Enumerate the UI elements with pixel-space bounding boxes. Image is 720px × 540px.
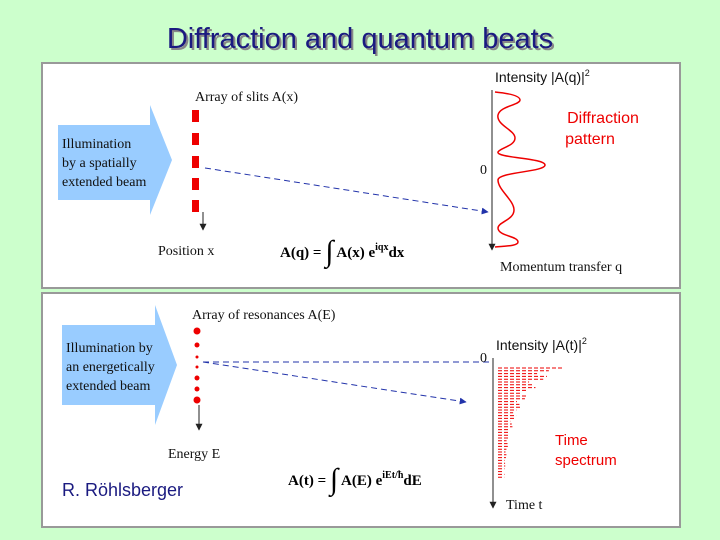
illumination-text: extended beam xyxy=(66,379,150,394)
title-shadow: Diffraction and quantum beats xyxy=(169,25,555,57)
formula-part: A(E) e xyxy=(341,473,383,489)
position-label: Position x xyxy=(158,244,214,259)
formula-box xyxy=(283,455,463,505)
intensity-text: Intensity |A(t)| xyxy=(496,337,582,353)
formula-part: dx xyxy=(388,245,404,261)
array-label: Array of slits A(x) xyxy=(195,90,298,105)
axis-label: Momentum transfer q xyxy=(500,260,622,275)
axis-label: Time t xyxy=(506,498,543,513)
pattern-label: pattern xyxy=(565,131,615,148)
formula-box xyxy=(274,226,446,278)
beam-shape xyxy=(58,105,172,215)
intensity-sup: 2 xyxy=(582,336,587,346)
formula-part: ∫ xyxy=(323,235,335,270)
zero-label: 0 xyxy=(480,351,487,366)
formula-part: A(t) = xyxy=(288,473,326,489)
illumination-text: an energetically xyxy=(66,360,155,375)
resonances xyxy=(193,327,201,404)
pattern-label: spectrum xyxy=(555,452,617,469)
title: Diffraction and quantum beats xyxy=(167,23,553,55)
array-label: Array of resonances A(E) xyxy=(192,308,336,323)
slits xyxy=(192,110,199,212)
time-spectrum xyxy=(498,367,562,478)
intensity-label: Intensity |A(q)|2 xyxy=(495,68,590,85)
pattern-label: Time xyxy=(555,432,588,449)
formula: A(t) = ∫ A(E) eiEt/ħdE xyxy=(288,463,422,498)
diffraction-curve xyxy=(494,91,546,248)
ray xyxy=(202,361,467,405)
formula-part: A(q) = xyxy=(280,245,321,261)
zero-label: 0 xyxy=(480,163,487,178)
illumination-text: Illumination by xyxy=(66,341,153,356)
intensity-label: Intensity |A(t)|2 xyxy=(496,336,587,353)
formula-part: ∫ xyxy=(328,463,340,498)
formula: A(q) = ∫ A(x) eiqxdx xyxy=(280,235,405,270)
formula-part: iqx xyxy=(375,242,388,253)
formula-part: iEt/ħ xyxy=(382,470,404,481)
formula-part: A(x) e xyxy=(336,245,375,261)
illumination-text: Illumination xyxy=(62,137,131,152)
author: R. Röhlsberger xyxy=(62,480,183,500)
beam-shape xyxy=(62,305,177,425)
intensity-sup: 2 xyxy=(585,68,590,78)
formula-part: dE xyxy=(403,473,421,489)
pattern-label: Diffraction xyxy=(567,110,639,127)
illumination-text: extended beam xyxy=(62,175,146,190)
intensity-text: Intensity |A(q)| xyxy=(495,69,585,85)
illumination-text: by a spatially xyxy=(62,156,137,171)
ray xyxy=(204,167,489,215)
position-label: Energy E xyxy=(168,447,220,462)
